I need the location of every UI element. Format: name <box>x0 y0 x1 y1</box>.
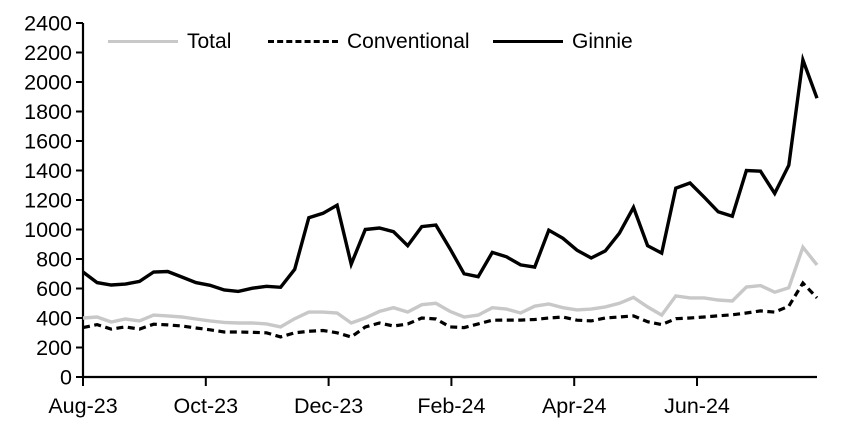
y-tick-label: 2200 <box>24 41 72 65</box>
legend-label-total: Total <box>187 30 232 53</box>
legend-item-total: Total <box>108 29 231 54</box>
series-line-total <box>82 243 819 329</box>
legend-label-conventional: Conventional <box>347 30 470 53</box>
x-tick-label: Aug-23 <box>48 394 117 418</box>
y-tick-label: 1600 <box>24 130 72 154</box>
y-tick-label: 600 <box>36 277 72 301</box>
x-tick-label: Oct-23 <box>174 394 239 418</box>
legend-line-sample-ginnie <box>493 40 563 43</box>
series-line-ginnie <box>81 52 819 294</box>
x-tick-label: Jun-24 <box>664 394 730 418</box>
axis-spines <box>81 23 817 379</box>
y-tick-label: 2000 <box>24 71 72 95</box>
legend-item-ginnie: Ginnie <box>493 29 633 54</box>
x-tick-label: Apr-24 <box>542 394 607 418</box>
legend-line-sample-conventional <box>268 40 338 43</box>
y-tick-label: 400 <box>36 307 72 331</box>
y-tick-label: 2400 <box>24 12 72 36</box>
y-tick-label: 200 <box>36 336 72 360</box>
y-tick-label: 1200 <box>24 189 72 213</box>
y-tick-label: 800 <box>36 248 72 272</box>
legend-label-ginnie: Ginnie <box>572 30 633 53</box>
y-tick-label: 1400 <box>24 159 72 183</box>
y-tick-label: 0 <box>60 366 72 390</box>
y-tick-label: 1000 <box>24 218 72 242</box>
legend-item-conventional: Conventional <box>268 29 470 54</box>
x-tick-label: Feb-24 <box>417 394 485 418</box>
x-tick-label: Dec-23 <box>294 394 363 418</box>
y-tick-label: 1800 <box>24 100 72 124</box>
legend-line-sample-total <box>108 40 178 43</box>
